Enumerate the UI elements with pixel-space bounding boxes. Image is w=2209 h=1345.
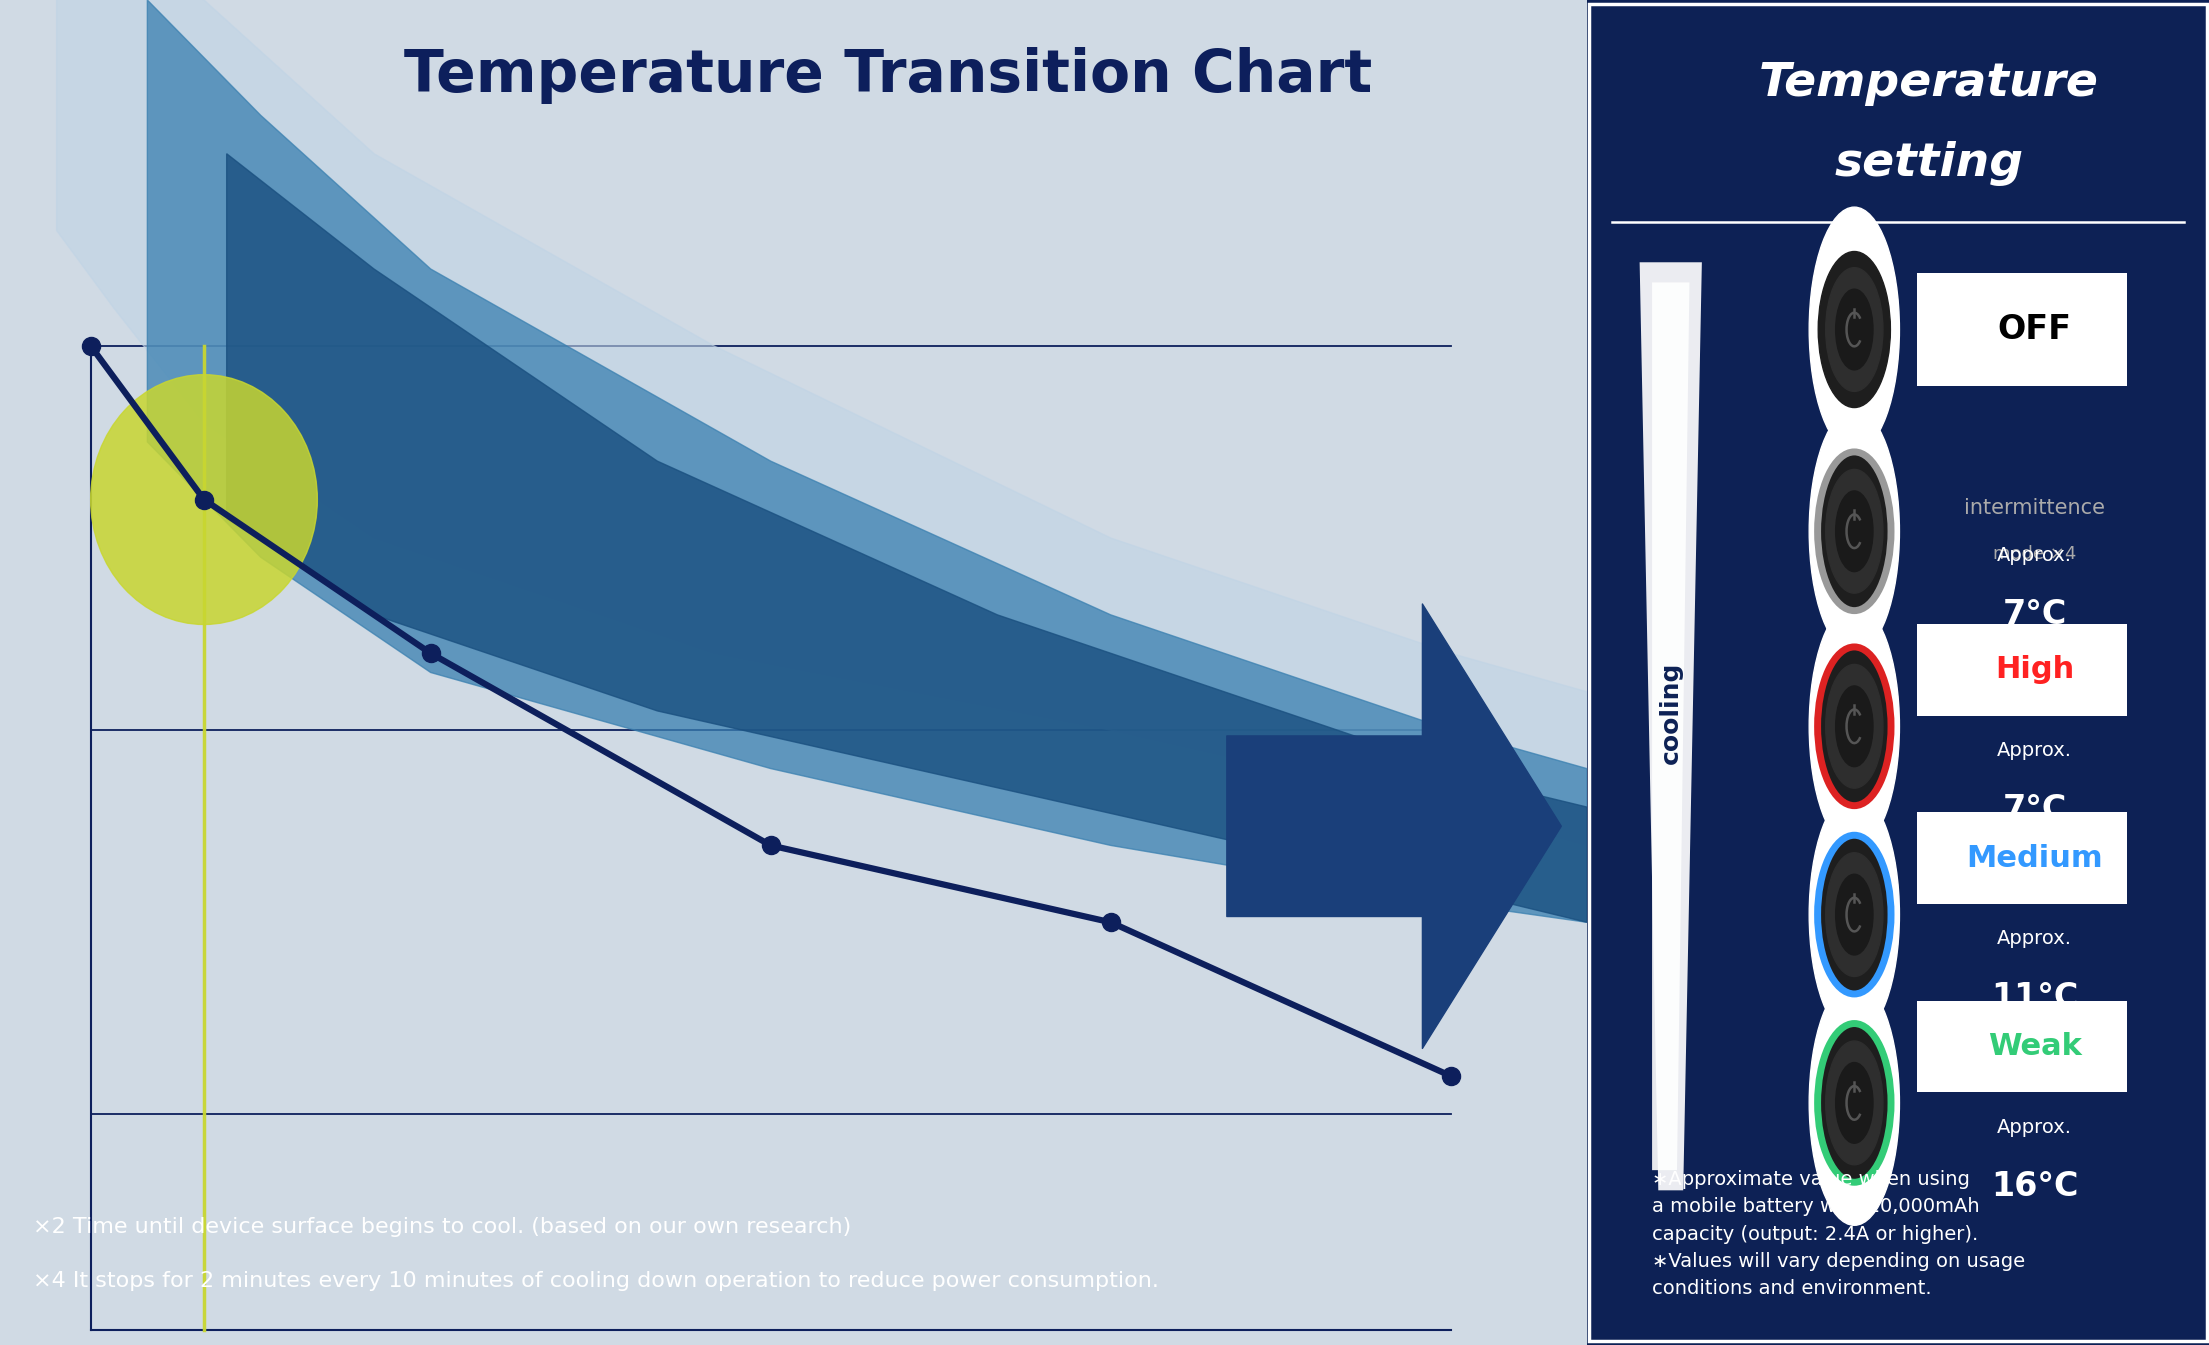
Circle shape (1825, 469, 1882, 593)
Circle shape (1818, 1025, 1891, 1181)
Text: Approx.: Approx. (1997, 929, 2072, 948)
Text: Temperature: Temperature (1758, 61, 2099, 105)
Text: Approx.: Approx. (1997, 741, 2072, 760)
Circle shape (1825, 853, 1882, 976)
Text: 16°C: 16°C (1990, 1170, 2079, 1202)
Polygon shape (1639, 262, 1701, 1190)
Circle shape (1818, 648, 1891, 804)
FancyBboxPatch shape (1917, 1001, 2127, 1092)
Text: mode ×4: mode ×4 (1993, 545, 2076, 564)
Text: Temperature Transition Chart: Temperature Transition Chart (404, 47, 1372, 104)
Circle shape (1818, 252, 1891, 408)
Ellipse shape (1809, 981, 1900, 1225)
Text: Approx.: Approx. (1997, 546, 2072, 565)
Circle shape (1825, 664, 1882, 788)
Text: OFF: OFF (1997, 313, 2072, 346)
Ellipse shape (1809, 409, 1900, 654)
Polygon shape (228, 153, 1586, 923)
Text: Weak: Weak (1988, 1032, 2081, 1061)
FancyBboxPatch shape (1917, 273, 2127, 386)
Circle shape (1825, 1041, 1882, 1165)
Text: High: High (1995, 655, 2074, 685)
Circle shape (1836, 1063, 1873, 1143)
Circle shape (1818, 453, 1891, 609)
Polygon shape (57, 0, 1586, 846)
Text: cooling: cooling (1659, 662, 1683, 764)
Ellipse shape (91, 375, 318, 624)
Circle shape (1818, 837, 1891, 993)
Text: ×2 Time until device surface begins to cool. (based on our own research): ×2 Time until device surface begins to c… (33, 1217, 850, 1237)
Text: Medium: Medium (1966, 843, 2103, 873)
Text: 7°C: 7°C (2004, 794, 2068, 826)
Ellipse shape (1809, 792, 1900, 1037)
Text: 7°C: 7°C (2004, 599, 2068, 631)
Text: ∗Approximate value when using
a mobile battery with 10,000mAh
capacity (output: : ∗Approximate value when using a mobile b… (1652, 1170, 2026, 1298)
Circle shape (1836, 874, 1873, 955)
Polygon shape (1652, 282, 1690, 1170)
FancyBboxPatch shape (1917, 624, 2127, 716)
Text: intermittence: intermittence (1964, 499, 2105, 518)
Text: setting: setting (1833, 141, 2023, 186)
Ellipse shape (1809, 604, 1900, 849)
Text: 11°C: 11°C (1990, 982, 2079, 1014)
Ellipse shape (1809, 207, 1900, 452)
FancyBboxPatch shape (1917, 812, 2127, 904)
Text: ×4 It stops for 2 minutes every 10 minutes of cooling down operation to reduce p: ×4 It stops for 2 minutes every 10 minut… (33, 1271, 1160, 1291)
Circle shape (1825, 268, 1882, 391)
Polygon shape (148, 0, 1586, 923)
Circle shape (1836, 491, 1873, 572)
Circle shape (1836, 686, 1873, 767)
Circle shape (1836, 289, 1873, 370)
Text: Approx.: Approx. (1997, 1118, 2072, 1137)
